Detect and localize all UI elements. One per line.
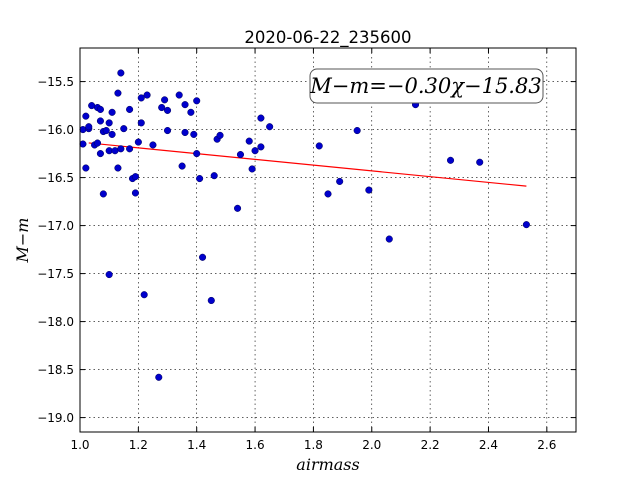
data-point (385, 235, 393, 243)
data-point (102, 127, 110, 135)
data-point (79, 140, 87, 148)
data-point (161, 96, 169, 104)
data-point (336, 177, 344, 185)
data-point (158, 103, 166, 112)
data-point (82, 164, 90, 172)
data-point (446, 156, 455, 164)
data-points (79, 69, 530, 381)
data-point (117, 145, 125, 153)
annotation-box (309, 68, 544, 104)
data-point (187, 108, 195, 116)
data-point (210, 172, 218, 180)
data-point (248, 165, 256, 173)
y-tick-label: −16.0 (37, 123, 74, 137)
plot-frame (79, 47, 577, 433)
data-point (96, 117, 104, 125)
data-point (178, 162, 186, 170)
x-tick-label: 1.2 (129, 438, 148, 452)
fit-equation-annotation: M−m=−0.30χ−15.83 (309, 74, 541, 98)
data-point (82, 112, 90, 120)
data-point (96, 150, 104, 158)
data-point (114, 164, 122, 172)
x-tick-label: 2.0 (362, 438, 381, 452)
data-point (234, 204, 242, 212)
data-point (245, 137, 253, 145)
data-point (236, 151, 245, 159)
data-point (99, 190, 107, 198)
data-point (193, 150, 201, 158)
data-point (143, 91, 151, 99)
data-point (137, 94, 145, 102)
x-tick-label: 1.4 (187, 438, 206, 452)
data-point (149, 141, 157, 149)
data-point (163, 106, 172, 114)
data-point (190, 130, 198, 138)
data-point (134, 138, 142, 146)
data-point (105, 271, 113, 279)
y-tick-label: −18.0 (37, 315, 74, 329)
data-point (196, 175, 204, 183)
data-point (108, 130, 116, 138)
y-tick-label: −18.5 (37, 363, 74, 377)
data-point (155, 373, 163, 381)
data-point (324, 190, 332, 198)
y-axis-label: M−m (13, 218, 32, 264)
data-point (522, 221, 530, 229)
chart-title: 2020-06-22_235600 (244, 28, 411, 48)
x-tick-label: 2.6 (537, 438, 556, 452)
data-point (198, 253, 207, 261)
data-point (126, 105, 134, 113)
data-point (175, 91, 183, 99)
x-tick-label: 1.0 (70, 438, 89, 452)
y-tick-label: −19.0 (37, 411, 74, 425)
y-tick-label: −17.5 (37, 267, 74, 281)
data-point (207, 296, 215, 305)
data-point (93, 139, 102, 147)
fit-line-group (88, 142, 527, 187)
data-point (120, 125, 128, 133)
data-point (216, 131, 224, 139)
data-point (131, 189, 139, 197)
data-point (257, 114, 265, 122)
data-point (163, 127, 172, 135)
data-point (181, 128, 189, 137)
data-point (257, 143, 265, 151)
y-tick-label: −16.5 (37, 171, 74, 185)
y-tick-labels: −15.5 −16.0 −16.5 −17.0 −17.5 −18.0 −18.5 −19.0 (37, 75, 74, 425)
data-point (131, 173, 139, 181)
data-point (126, 145, 134, 153)
data-point (266, 123, 274, 131)
y-tick-label: −15.5 (37, 75, 74, 89)
data-point (476, 158, 484, 166)
x-axis-label: airmass (296, 455, 359, 474)
x-tick-label: 2.4 (479, 438, 498, 452)
y-tick-label: −17.0 (37, 219, 74, 233)
data-point (79, 126, 87, 134)
data-point (108, 108, 116, 116)
data-point (365, 186, 373, 194)
data-point (353, 127, 361, 135)
fit-line (88, 142, 527, 187)
x-tick-label: 1.8 (304, 438, 323, 452)
data-point (251, 147, 259, 155)
data-point (193, 97, 201, 105)
data-point (85, 123, 93, 131)
x-tick-label: 2.2 (421, 438, 440, 452)
data-point (140, 291, 148, 299)
data-point (315, 142, 323, 150)
x-tick-labels: 1.0 1.2 1.4 1.6 1.8 2.0 2.2 2.4 2.6 (70, 438, 556, 452)
data-point (96, 105, 104, 113)
data-point (117, 69, 125, 77)
data-point (105, 119, 113, 127)
data-point (137, 119, 145, 127)
x-tick-label: 1.6 (246, 438, 265, 452)
data-point (114, 89, 122, 97)
data-point (181, 101, 189, 109)
